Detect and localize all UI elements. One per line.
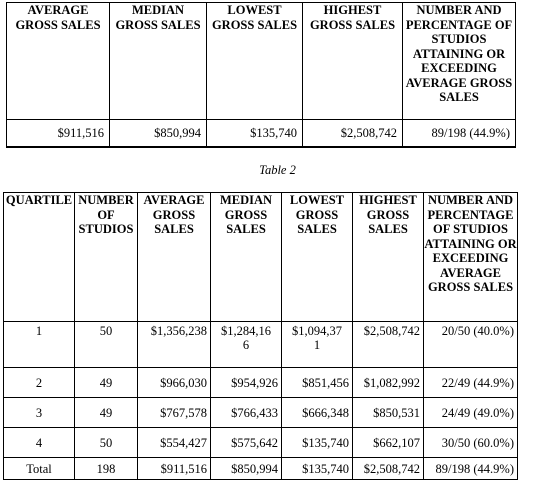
cell-quartile: Total <box>3 457 75 480</box>
cell-lowest: $851,456 <box>281 367 353 398</box>
header-average-gross-sales: AVERAGE GROSS SALES <box>6 2 110 120</box>
header-number-of-studios: NUMBER OF STUDIOS <box>74 192 138 322</box>
cell-highest: $850,531 <box>352 397 424 428</box>
cell-average: $554,427 <box>137 427 211 458</box>
cell-number: 49 <box>74 367 138 398</box>
cell-highest: $1,082,992 <box>352 367 424 398</box>
cell-average: $911,516 <box>6 119 110 147</box>
cell-lowest: $135,740 <box>281 457 353 480</box>
cell-lowest: $135,740 <box>281 427 353 458</box>
header-lowest-gross-sales: LOWEST GROSS SALES <box>281 192 353 322</box>
cell-number: 198 <box>74 457 138 480</box>
summary-bottom-row <box>6 146 516 148</box>
cell-number-percentage: 89/198 (44.9%) <box>423 457 518 480</box>
header-lowest-gross-sales: LOWEST GROSS SALES <box>206 2 303 120</box>
cell-highest: $662,107 <box>352 427 424 458</box>
cell-median: $1,284,16 6 <box>210 321 282 368</box>
header-number-percentage: NUMBER AND PERCENTAGE OF STUDIOS ATTAINI… <box>423 192 518 322</box>
cell-median: $850,994 <box>210 457 282 480</box>
cell-number-percentage: 89/198 (44.9%) <box>402 119 516 147</box>
header-quartile: QUARTILE <box>3 192 75 322</box>
summary-data-row: $911,516 $850,994 $135,740 $2,508,742 89… <box>6 119 516 147</box>
cell-average: $1,356,238 <box>137 321 211 368</box>
cell-number-percentage: 30/50 (60.0%) <box>423 427 518 458</box>
quartile-table: QUARTILE NUMBER OF STUDIOS AVERAGE GROSS… <box>3 192 518 480</box>
cell-number: 50 <box>74 427 138 458</box>
cell-highest: $2,508,742 <box>352 457 424 480</box>
cell-number: 49 <box>74 397 138 428</box>
cell-number-percentage: 22/49 (44.9%) <box>423 367 518 398</box>
cell-average: $911,516 <box>137 457 211 480</box>
cell-quartile: 1 <box>3 321 75 368</box>
cell-number-percentage: 20/50 (40.0%) <box>423 321 518 368</box>
cell-median: $850,994 <box>109 119 207 147</box>
cell-quartile: 3 <box>3 397 75 428</box>
quartile-header-row: QUARTILE NUMBER OF STUDIOS AVERAGE GROSS… <box>3 192 518 322</box>
cell-lowest: $666,348 <box>281 397 353 428</box>
header-median-gross-sales: MEDIAN GROSS SALES <box>210 192 282 322</box>
header-median-gross-sales: MEDIAN GROSS SALES <box>109 2 207 120</box>
cell-quartile: 2 <box>3 367 75 398</box>
cell-average: $767,578 <box>137 397 211 428</box>
cell-median: $954,926 <box>210 367 282 398</box>
header-average-gross-sales: AVERAGE GROSS SALES <box>137 192 211 322</box>
cell-median: $766,433 <box>210 397 282 428</box>
cell-lowest: $1,094,37 1 <box>281 321 353 368</box>
header-highest-gross-sales: HIGHEST GROSS SALES <box>302 2 403 120</box>
summary-table: AVERAGE GROSS SALES MEDIAN GROSS SALES L… <box>6 2 516 148</box>
cell-lowest: $135,740 <box>206 119 303 147</box>
table-row: 2 49 $966,030 $954,926 $851,456 $1,082,9… <box>3 367 518 398</box>
cell-highest: $2,508,742 <box>352 321 424 368</box>
summary-header-row: AVERAGE GROSS SALES MEDIAN GROSS SALES L… <box>6 2 516 120</box>
table-caption: Table 2 <box>259 163 296 177</box>
cell-quartile: 4 <box>3 427 75 458</box>
cell-number: 50 <box>74 321 138 368</box>
table-row: 1 50 $1,356,238 $1,284,16 6 $1,094,37 1 … <box>3 321 518 368</box>
table-row: 3 49 $767,578 $766,433 $666,348 $850,531… <box>3 397 518 428</box>
cell-median: $575,642 <box>210 427 282 458</box>
cell-number-percentage: 24/49 (49.0%) <box>423 397 518 428</box>
cell-highest: $2,508,742 <box>302 119 403 147</box>
header-number-percentage: NUMBER AND PERCENTAGE OF STUDIOS ATTAINI… <box>402 2 516 120</box>
cell-average: $966,030 <box>137 367 211 398</box>
table-row-total: Total 198 $911,516 $850,994 $135,740 $2,… <box>3 457 518 480</box>
header-highest-gross-sales: HIGHEST GROSS SALES <box>352 192 424 322</box>
table-row: 4 50 $554,427 $575,642 $135,740 $662,107… <box>3 427 518 458</box>
